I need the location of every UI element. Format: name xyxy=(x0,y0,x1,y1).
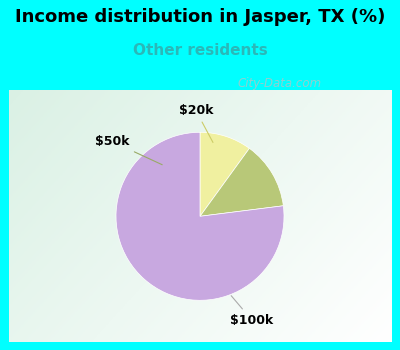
Text: $20k: $20k xyxy=(178,104,213,142)
Text: $100k: $100k xyxy=(230,296,274,327)
Text: Other residents: Other residents xyxy=(133,43,267,58)
Text: City-Data.com: City-Data.com xyxy=(238,77,322,91)
Wedge shape xyxy=(116,132,284,300)
Wedge shape xyxy=(200,148,283,216)
Text: $50k: $50k xyxy=(94,135,162,165)
Text: Income distribution in Jasper, TX (%): Income distribution in Jasper, TX (%) xyxy=(15,8,385,27)
Wedge shape xyxy=(200,132,249,216)
